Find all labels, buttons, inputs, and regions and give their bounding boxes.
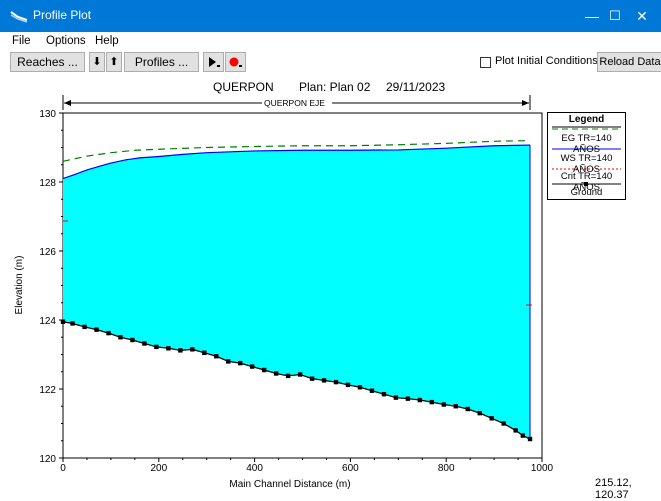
ground-point [202, 350, 207, 355]
ground-point [178, 348, 183, 353]
ground-point [60, 319, 66, 324]
x-tick-label: 400 [246, 463, 263, 474]
ground-point [333, 379, 339, 385]
minimize-button[interactable]: — [585, 8, 599, 24]
legend-item-eg: EG TR=140 AÑOS [561, 133, 612, 155]
ground-point [501, 421, 506, 426]
ground-point [82, 324, 87, 330]
ground-point [381, 391, 387, 397]
ground-point [465, 406, 470, 412]
menu-help[interactable]: Help [95, 35, 119, 47]
profiles-button[interactable]: Profiles ... [124, 52, 199, 72]
ground-point [106, 330, 111, 336]
ground-point [226, 359, 231, 364]
record-icon [229, 57, 242, 67]
legend-item-ws: WS TR=140 AÑOS [560, 153, 613, 175]
ground-point [130, 337, 135, 343]
ground-point [513, 428, 518, 433]
y-tick-label: 126 [39, 247, 56, 258]
ground-point [94, 327, 99, 332]
ground-point [166, 346, 171, 351]
ground-point [477, 410, 482, 416]
ground-point [70, 321, 75, 326]
legend-title: Legend [568, 114, 605, 125]
plot-initial-conditions-checkbox[interactable] [480, 57, 491, 68]
y-tick-label: 124 [39, 316, 56, 327]
legend-item-ground: Ground [570, 187, 603, 198]
legend: Legend EG TR=140 AÑOS WS TR=140 AÑOS Cri… [547, 112, 626, 200]
plot-header-plan: Plan: Plan 02 [299, 80, 371, 94]
x-tick-label: 1000 [531, 463, 554, 474]
app-icon [10, 11, 28, 23]
ground-point [190, 347, 195, 352]
close-button[interactable]: ✕ [636, 8, 648, 24]
legend-swatches [552, 126, 621, 186]
plot-header-date: 29/11/2023 [386, 80, 445, 94]
ground-point [527, 436, 533, 442]
reach-label: QUERPON EJE [264, 98, 325, 108]
y-axis-label: Elevation (m) [14, 256, 25, 315]
ground-point [345, 382, 351, 388]
down-arrow-button[interactable]: ⬇ [89, 52, 105, 72]
ground-point [142, 341, 147, 346]
legend-ground-marker [584, 182, 588, 186]
chart-marks: 0 200 400 600 800 1000 120 122 124 126 128 130 [39, 109, 553, 474]
x-axis-label: Main Channel Distance (m) [229, 479, 350, 490]
x-tick-label: 600 [342, 463, 359, 474]
up-arrow-button[interactable]: ⬆ [106, 52, 122, 72]
cursor-coordinates: 215.12, 120.37 [595, 477, 632, 501]
ground-point [309, 376, 315, 381]
menu-options[interactable]: Options [46, 35, 86, 47]
ground-point [261, 367, 267, 373]
ws-line [62, 144, 531, 180]
window-title: Profile Plot [33, 8, 92, 22]
reaches-button[interactable]: Reaches ... [10, 52, 85, 72]
eg-line [62, 140, 531, 162]
x-tick-label: 200 [150, 463, 167, 474]
plot-header-river: QUERPON [213, 80, 274, 94]
record-button[interactable] [225, 52, 246, 72]
ground-point [369, 388, 375, 393]
x-tick-label: 800 [438, 463, 455, 474]
ground-point [393, 395, 399, 400]
ground-point [321, 378, 327, 383]
ground-point [489, 416, 494, 421]
legend-item-crit: Crit TR=140 AÑOS [560, 171, 613, 193]
play-icon [208, 57, 220, 67]
y-tick-label: 128 [39, 178, 56, 189]
maximize-button[interactable]: ☐ [609, 8, 621, 23]
reload-data-button[interactable]: Reload Data [597, 52, 661, 72]
menu-file[interactable]: File [12, 35, 31, 47]
ground-point [520, 433, 526, 438]
ground-point [118, 335, 123, 340]
ground-point [214, 354, 219, 359]
y-tick-label: 130 [39, 109, 56, 120]
play-button[interactable] [203, 52, 224, 72]
x-tick-label: 0 [60, 463, 66, 474]
y-tick-label: 120 [39, 454, 56, 465]
ground-point [250, 364, 255, 369]
title-bar: Profile Plot — ☐ ✕ [0, 0, 661, 32]
ground-point [429, 399, 435, 405]
ground-point [405, 396, 411, 401]
ground-point [441, 402, 447, 407]
ground-point [297, 372, 303, 377]
menu-bar: File Options Help [0, 35, 661, 51]
ground-point [154, 344, 159, 350]
plot-initial-conditions-label: Plot Initial Conditions [495, 55, 598, 67]
y-tick-label: 122 [39, 385, 56, 396]
reach-extent-marker: QUERPON EJE [62, 95, 531, 110]
ground-point [238, 360, 243, 366]
ground-point [285, 373, 291, 379]
ground-point [453, 404, 458, 409]
ground-point [273, 371, 279, 376]
ground-point [417, 397, 423, 403]
water-fill-area [63, 145, 531, 440]
ground-point [357, 385, 363, 390]
toolbar: Reaches ... ⬇ ⬆ Profiles ... Plot Initia… [0, 51, 661, 75]
